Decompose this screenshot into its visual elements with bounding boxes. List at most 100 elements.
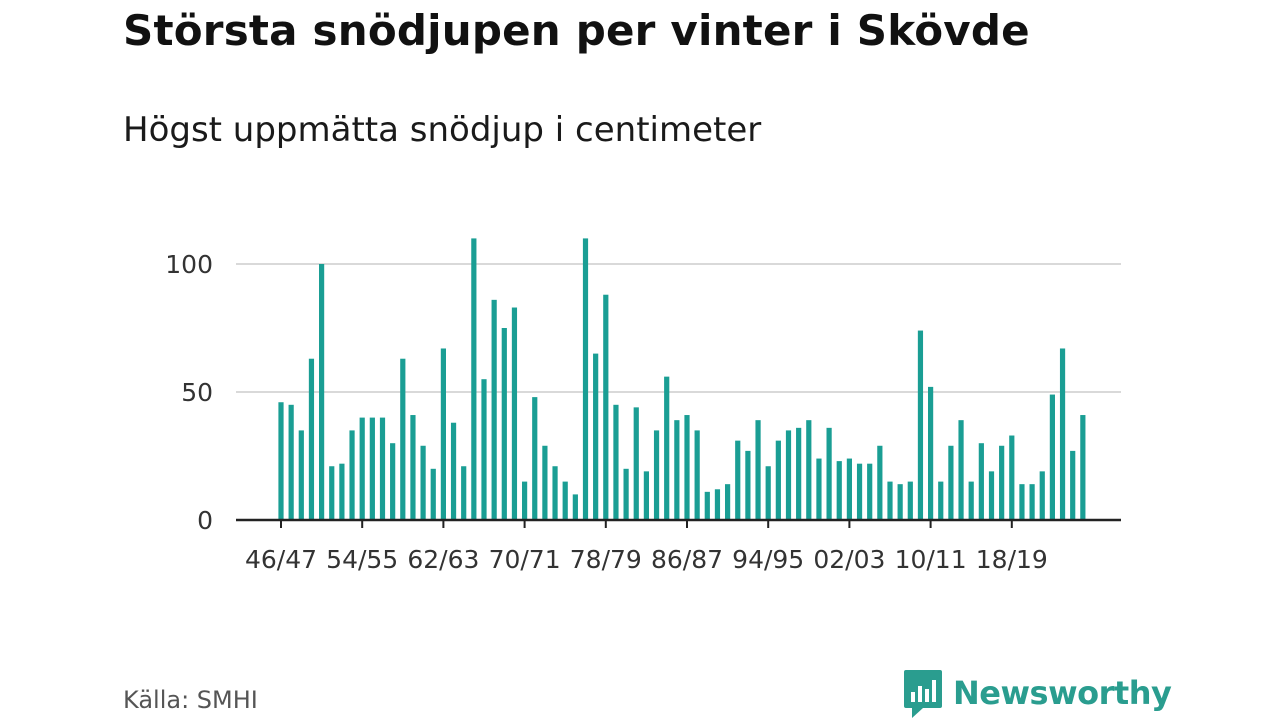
- bar-78/79: [603, 294, 609, 520]
- bar-00/01: [826, 427, 832, 520]
- bar-56/57: [379, 417, 386, 520]
- bar-79/80: [613, 404, 619, 520]
- bar-48/49: [298, 430, 304, 520]
- bar-58/59: [400, 358, 406, 520]
- bar-89/90: [714, 489, 721, 520]
- bar-53/54: [349, 430, 355, 520]
- bar-82/83: [643, 471, 649, 520]
- bar-06/07: [887, 481, 893, 520]
- bar-90/91: [725, 484, 731, 520]
- bar-96/97: [785, 430, 792, 520]
- bar-12/13: [948, 445, 954, 520]
- chart-subtitle: Högst uppmätta snödjup i centimeter: [123, 110, 762, 150]
- bar-61/62: [430, 468, 436, 520]
- x-tick-label: 62/63: [407, 545, 479, 574]
- bar-97/98: [796, 427, 802, 520]
- y-tick-label: 50: [181, 378, 213, 407]
- bar-18/19: [1009, 435, 1015, 520]
- bar-24/25: [1070, 450, 1076, 520]
- bar-63/64: [450, 422, 457, 520]
- bar-60/61: [420, 445, 426, 520]
- bar-23/24: [1059, 348, 1066, 520]
- tick-labels: 0 50 100 46/47 54/55 62/63 70/71 78/79 86/87 94/9…: [165, 250, 1048, 574]
- x-tick-label: 54/55: [326, 545, 398, 574]
- bar-54/55: [359, 417, 365, 520]
- bar-72/73: [542, 445, 548, 520]
- bar-66/67: [481, 379, 487, 520]
- bar-62/63: [440, 348, 446, 520]
- bar-59/60: [410, 415, 416, 520]
- bar-15/16: [978, 443, 984, 520]
- bar-10/11: [928, 386, 934, 520]
- bar-70/71: [522, 481, 528, 520]
- source-note: Källa: SMHI: [123, 686, 258, 714]
- y-tick-label: 100: [165, 250, 213, 279]
- bar-55/56: [369, 417, 375, 520]
- bar-57/58: [390, 443, 396, 520]
- bar-51/52: [329, 466, 335, 520]
- bar-80/81: [623, 468, 629, 520]
- bar-83/84: [653, 430, 660, 520]
- bar-88/89: [704, 491, 710, 520]
- bar-49/50: [308, 358, 315, 520]
- gridlines: [236, 263, 1121, 393]
- x-tick-label: 94/95: [732, 545, 804, 574]
- bar-04/05: [867, 463, 873, 520]
- bar-05/06: [877, 445, 883, 520]
- bar-69/70: [511, 307, 518, 520]
- bar-75/76: [572, 494, 578, 520]
- axes: [236, 518, 1121, 528]
- bar-09/10: [917, 330, 924, 520]
- bar-99/00: [816, 458, 822, 520]
- bar-16/17: [988, 471, 995, 520]
- x-tick-label: 78/79: [570, 545, 642, 574]
- logo-text: Newsworthy: [953, 674, 1172, 712]
- bar-03/04: [856, 463, 863, 520]
- bar-21/22: [1039, 471, 1045, 520]
- bar-91/92: [735, 440, 741, 520]
- bar-98/99: [806, 420, 812, 520]
- bar-74/75: [562, 481, 568, 520]
- bar-46/47: [278, 402, 284, 520]
- bar-67/68: [491, 299, 497, 520]
- bar-47/48: [288, 404, 294, 520]
- bar-64/65: [461, 466, 467, 520]
- bar-25/26: [1080, 415, 1086, 520]
- bar-19/20: [1019, 484, 1025, 520]
- bar-68/69: [501, 328, 507, 520]
- bar-01/02: [836, 461, 842, 520]
- newsworthy-logo: Newsworthy: [903, 668, 1172, 718]
- bar-81/82: [633, 407, 639, 520]
- bar-14/15: [968, 481, 974, 520]
- x-tick-label: 86/87: [651, 545, 723, 574]
- bar-20/21: [1029, 484, 1035, 520]
- y-tick-label: 0: [197, 506, 213, 535]
- bar-22/23: [1049, 394, 1055, 520]
- bar-52/53: [339, 463, 345, 520]
- bar-11/12: [938, 481, 944, 520]
- bar-94/95: [765, 466, 771, 520]
- chat-bar-chart-icon: [904, 670, 942, 718]
- bar-08/09: [907, 481, 913, 520]
- x-tick-label: 02/03: [813, 545, 885, 574]
- bar-73/74: [552, 466, 558, 520]
- x-tick-label: 10/11: [895, 545, 967, 574]
- bar-87/88: [694, 430, 700, 520]
- bar-85/86: [674, 420, 680, 520]
- bar-13/14: [958, 420, 964, 520]
- bar-93/94: [755, 420, 761, 520]
- bar-77/78: [593, 353, 599, 520]
- bar-92/93: [745, 450, 751, 520]
- x-tick-label: 46/47: [245, 545, 317, 574]
- bar-84/85: [664, 376, 670, 520]
- x-tick-label: 70/71: [489, 545, 561, 574]
- x-tick-label: 18/19: [976, 545, 1048, 574]
- bar-95/96: [775, 440, 781, 520]
- bars: [278, 238, 1086, 520]
- bar-71/72: [532, 397, 538, 520]
- bar-17/18: [999, 445, 1005, 520]
- bar-50/51: [319, 264, 325, 520]
- chart-title: Största snödjupen per vinter i Skövde: [123, 6, 1030, 55]
- bar-07/08: [897, 484, 903, 520]
